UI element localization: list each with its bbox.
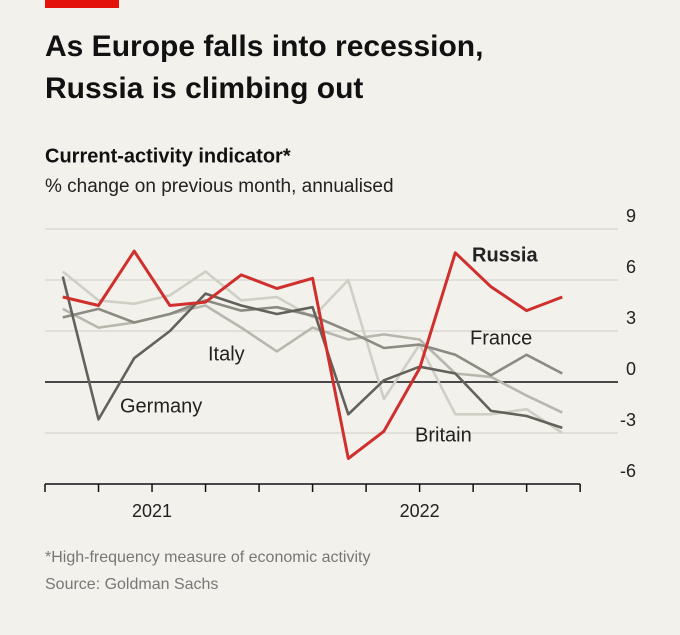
title-line: Russia is climbing out [45,72,363,105]
series-line [62,249,563,460]
series-label: Russia [472,244,538,266]
x-tick-label: 2021 [132,501,172,521]
series-label: Italy [208,343,245,365]
footnote: *High-frequency measure of economic acti… [45,549,370,566]
source: Source: Goldman Sachs [45,576,218,593]
y-tick-label: -6 [620,461,636,481]
chart-title: As Europe falls into recession, Russia is… [45,30,483,105]
y-tick-label: 9 [626,206,636,226]
title-line: As Europe falls into recession, [45,30,483,63]
y-axis-label: % change on previous month, annualised [45,176,394,197]
series-line [61,276,563,430]
series-line [62,299,563,377]
series-line [61,270,564,435]
y-tick-label: 6 [626,257,636,277]
x-tick-label: 2022 [400,501,440,521]
series-label: Britain [415,424,472,446]
subtitle: Current-activity indicator* [45,145,291,167]
y-tick-label: 3 [626,308,636,328]
y-tick-label: -3 [620,410,636,430]
series-label: France [470,327,532,349]
y-tick-label: 0 [626,359,636,379]
series-label: Germany [120,395,202,417]
brand-bar [45,0,119,8]
